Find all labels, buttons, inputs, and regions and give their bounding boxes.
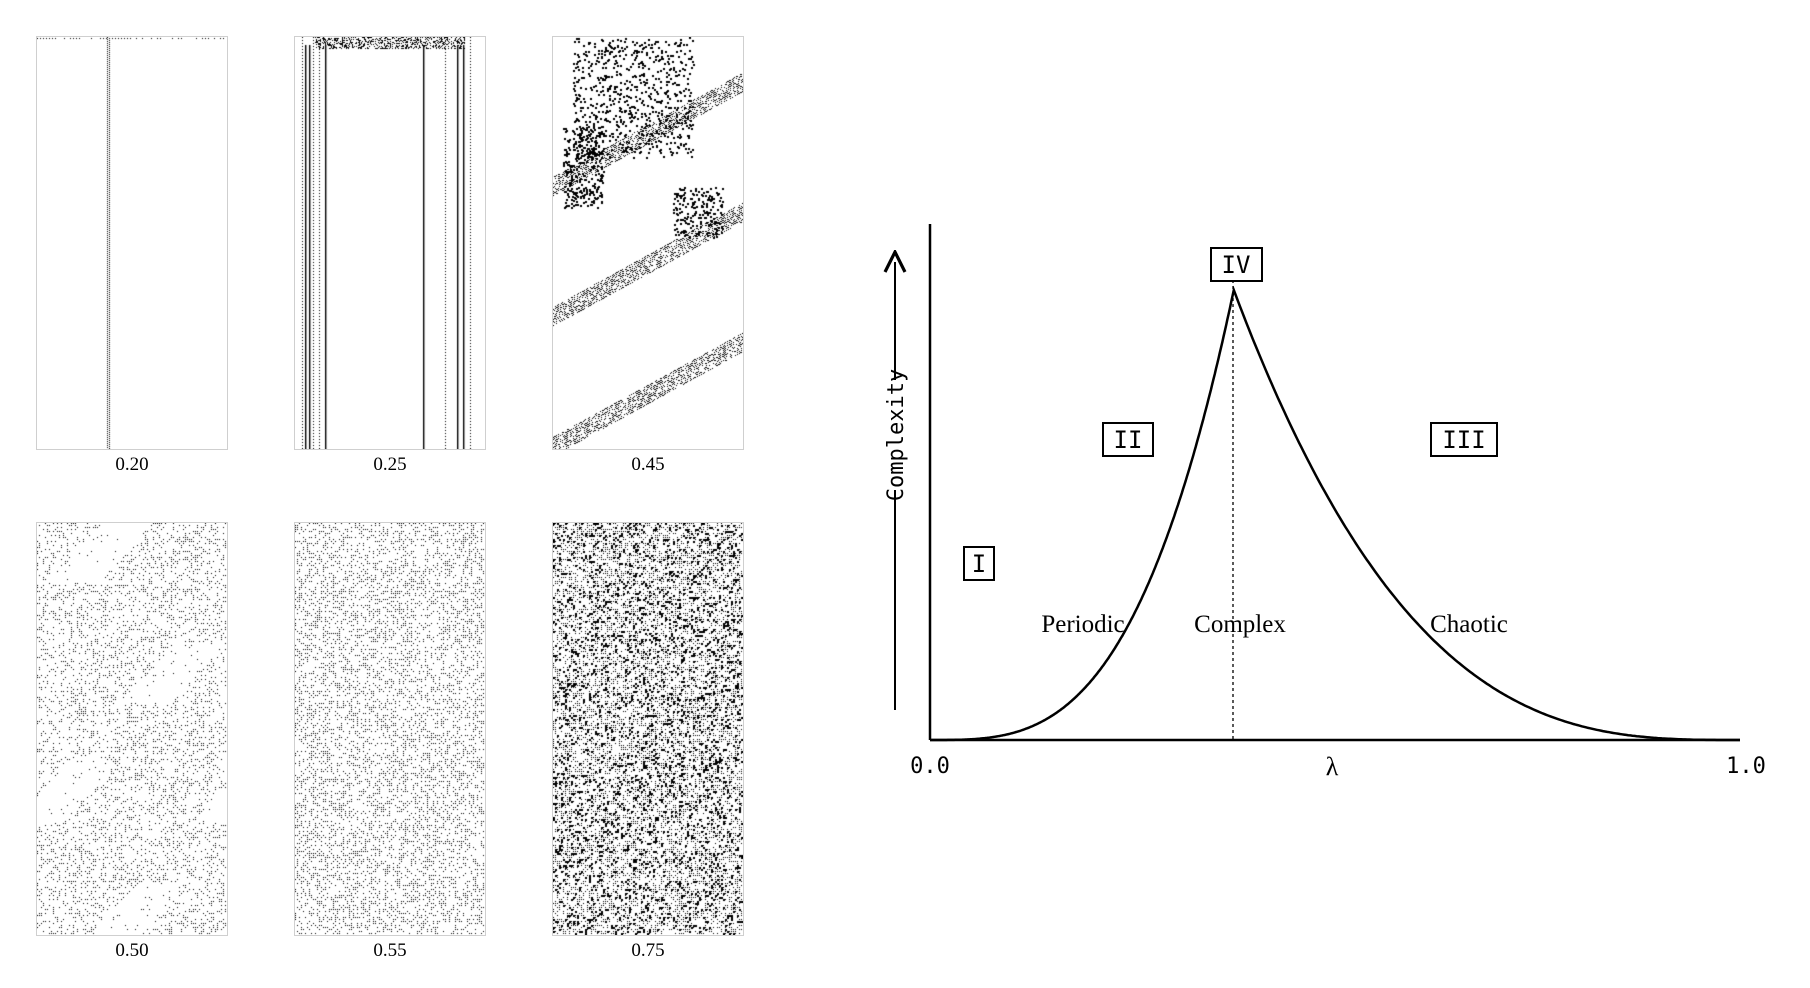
region-periodic-label: Periodic	[1041, 611, 1124, 638]
ca-spacetime-image	[553, 37, 743, 449]
ca-panel-6	[552, 522, 744, 936]
x-axis-label: λ	[1326, 752, 1339, 781]
ca-panel-4	[36, 522, 228, 936]
class-iii-box: III	[1430, 422, 1498, 457]
ca-spacetime-image	[37, 523, 227, 935]
ca-panel-caption: 0.55	[373, 940, 407, 961]
ca-panel-5	[294, 522, 486, 936]
ca-panel-1	[36, 36, 228, 450]
ca-spacetime-image	[553, 523, 743, 935]
ca-panel-3	[552, 36, 744, 450]
class-i-box: I	[963, 546, 995, 581]
x-tick-1: 1.0	[1726, 754, 1766, 779]
ca-panel-2	[294, 36, 486, 450]
x-tick-0: 0.0	[910, 754, 950, 779]
class-iv-label: IV	[1222, 251, 1251, 279]
class-i-label: I	[972, 550, 986, 578]
ca-panel-caption: 0.25	[373, 454, 407, 475]
region-chaotic-label: Chaotic	[1430, 611, 1508, 638]
ca-panel-caption: 0.20	[115, 454, 149, 475]
region-complex-label: Complex	[1194, 611, 1286, 638]
class-iii-label: III	[1442, 426, 1485, 454]
y-axis-label: Complexity	[884, 369, 909, 501]
ca-panel-caption: 0.50	[115, 940, 149, 961]
ca-panel-caption: 0.75	[631, 940, 665, 961]
ca-spacetime-image	[37, 37, 227, 449]
complexity-lambda-diagram: Complexity IV II III I Periodic Complex …	[860, 224, 1766, 781]
class-ii-label: II	[1114, 426, 1143, 454]
ca-spacetime-image	[295, 37, 485, 449]
complexity-curve	[930, 285, 1740, 742]
ca-panel-caption: 0.45	[631, 454, 665, 475]
class-ii-box: II	[1102, 422, 1154, 457]
ca-spacetime-image	[295, 523, 485, 935]
class-iv-box: IV	[1210, 247, 1263, 282]
